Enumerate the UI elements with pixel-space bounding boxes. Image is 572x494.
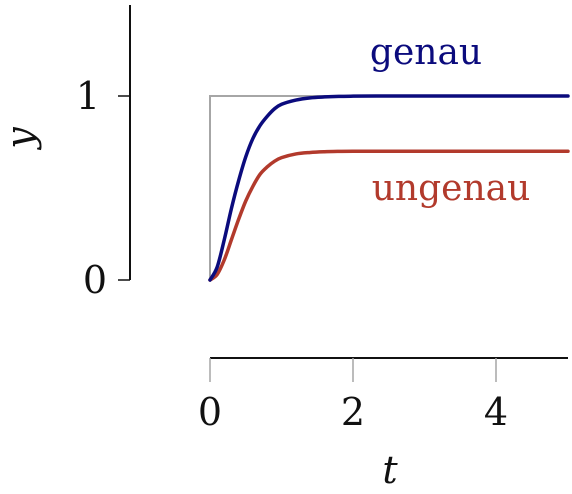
y-tick-label-0: 0 [83,258,107,302]
y-tick-label-1: 1 [76,74,100,118]
x-axis-label: t [382,448,398,492]
x-tick-label-0: 0 [198,390,222,434]
x-tick-label-4: 4 [484,390,508,434]
series-label-ungenau: ungenau [372,168,531,209]
series-line-ungenau [208,149,570,282]
series-label-genau: genau [370,32,482,73]
x-tick-label-2: 2 [341,390,365,434]
series-line-genau [208,94,570,282]
y-axis-label: y [0,127,42,151]
